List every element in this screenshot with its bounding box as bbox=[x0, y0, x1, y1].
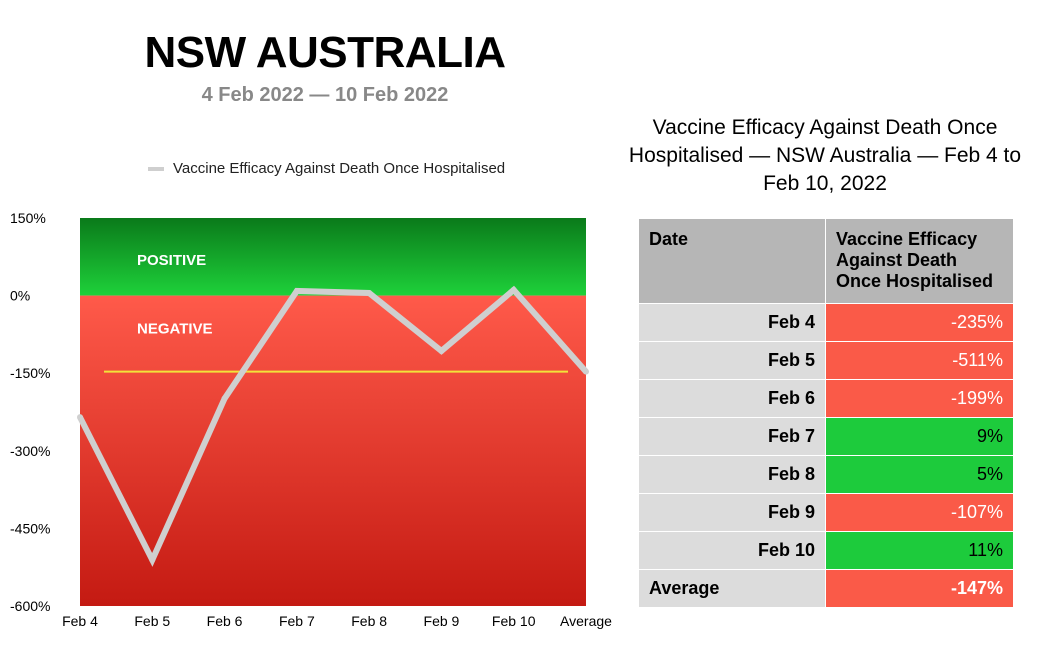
table-header-row: Date Vaccine Efficacy Against Death Once… bbox=[638, 218, 1014, 304]
x-tick-label: Average bbox=[560, 613, 612, 629]
x-tick-label: Feb 6 bbox=[207, 613, 243, 629]
band-negative bbox=[80, 295, 586, 606]
row-value: -511% bbox=[825, 341, 1014, 380]
row-value: -199% bbox=[825, 379, 1014, 418]
table-row: Feb 5 -511% bbox=[638, 341, 1014, 380]
band-label: POSITIVE bbox=[137, 252, 206, 269]
row-date: Feb 4 bbox=[638, 303, 826, 342]
row-value: -107% bbox=[825, 493, 1014, 532]
y-tick-label: -150% bbox=[10, 365, 50, 381]
row-date: Feb 9 bbox=[638, 493, 826, 532]
row-value: -235% bbox=[825, 303, 1014, 342]
table-row: Feb 9 -107% bbox=[638, 493, 1014, 532]
y-tick-label: -300% bbox=[10, 443, 50, 459]
table-title: Vaccine Efficacy Against Death Once Hosp… bbox=[628, 116, 1022, 195]
x-tick-label: Feb 8 bbox=[351, 613, 387, 629]
data-point bbox=[510, 286, 517, 293]
y-tick-label: 150% bbox=[10, 210, 46, 226]
row-date: Feb 5 bbox=[638, 341, 826, 380]
data-point bbox=[293, 287, 300, 294]
row-date: Feb 10 bbox=[638, 531, 826, 570]
y-tick-label: -600% bbox=[10, 598, 50, 614]
x-tick-label: Feb 10 bbox=[492, 613, 536, 629]
row-value: 5% bbox=[825, 455, 1014, 494]
legend-swatch bbox=[148, 166, 164, 171]
y-tick-label: -450% bbox=[10, 520, 50, 536]
header-efficacy: Vaccine Efficacy Against Death Once Hosp… bbox=[825, 218, 1014, 304]
band-positive bbox=[80, 218, 586, 296]
x-tick-label: Feb 4 bbox=[62, 613, 98, 629]
data-point bbox=[366, 290, 373, 297]
data-point bbox=[77, 414, 83, 421]
table-row: Feb 7 9% bbox=[638, 417, 1014, 456]
table-row: Average -147% bbox=[638, 569, 1014, 608]
table-row: Feb 6 -199% bbox=[638, 379, 1014, 418]
chart-legend: Vaccine Efficacy Against Death Once Hosp… bbox=[148, 160, 505, 177]
row-date: Feb 8 bbox=[638, 455, 826, 494]
data-point bbox=[583, 368, 589, 375]
y-tick-label: 0% bbox=[10, 288, 30, 304]
efficacy-table: Date Vaccine Efficacy Against Death Once… bbox=[638, 218, 1014, 608]
row-value: 11% bbox=[825, 531, 1014, 570]
row-value: 9% bbox=[825, 417, 1014, 456]
row-date: Feb 6 bbox=[638, 379, 826, 418]
page-title: NSW AUSTRALIA bbox=[144, 28, 506, 77]
table-row: Feb 8 5% bbox=[638, 455, 1014, 494]
data-point bbox=[149, 556, 156, 563]
table-row: Feb 4 -235% bbox=[638, 303, 1014, 342]
data-point bbox=[438, 347, 445, 354]
row-date: Average bbox=[638, 569, 826, 608]
page-subtitle: 4 Feb 2022 — 10 Feb 2022 bbox=[201, 84, 449, 106]
band-label: NEGATIVE bbox=[137, 321, 213, 338]
header-date: Date bbox=[638, 218, 826, 304]
row-value: -147% bbox=[825, 569, 1014, 608]
legend-label: Vaccine Efficacy Against Death Once Hosp… bbox=[173, 160, 506, 177]
x-tick-label: Feb 7 bbox=[279, 613, 315, 629]
x-tick-label: Feb 9 bbox=[424, 613, 460, 629]
efficacy-series-line bbox=[77, 285, 589, 567]
efficacy-line-chart: POSITIVE NEGATIVE 150% 0% -150% -300% -450% -60… bbox=[10, 210, 612, 629]
x-tick-label: Feb 5 bbox=[134, 613, 170, 629]
data-point bbox=[221, 395, 228, 402]
row-date: Feb 7 bbox=[638, 417, 826, 456]
table-row: Feb 10 11% bbox=[638, 531, 1014, 570]
